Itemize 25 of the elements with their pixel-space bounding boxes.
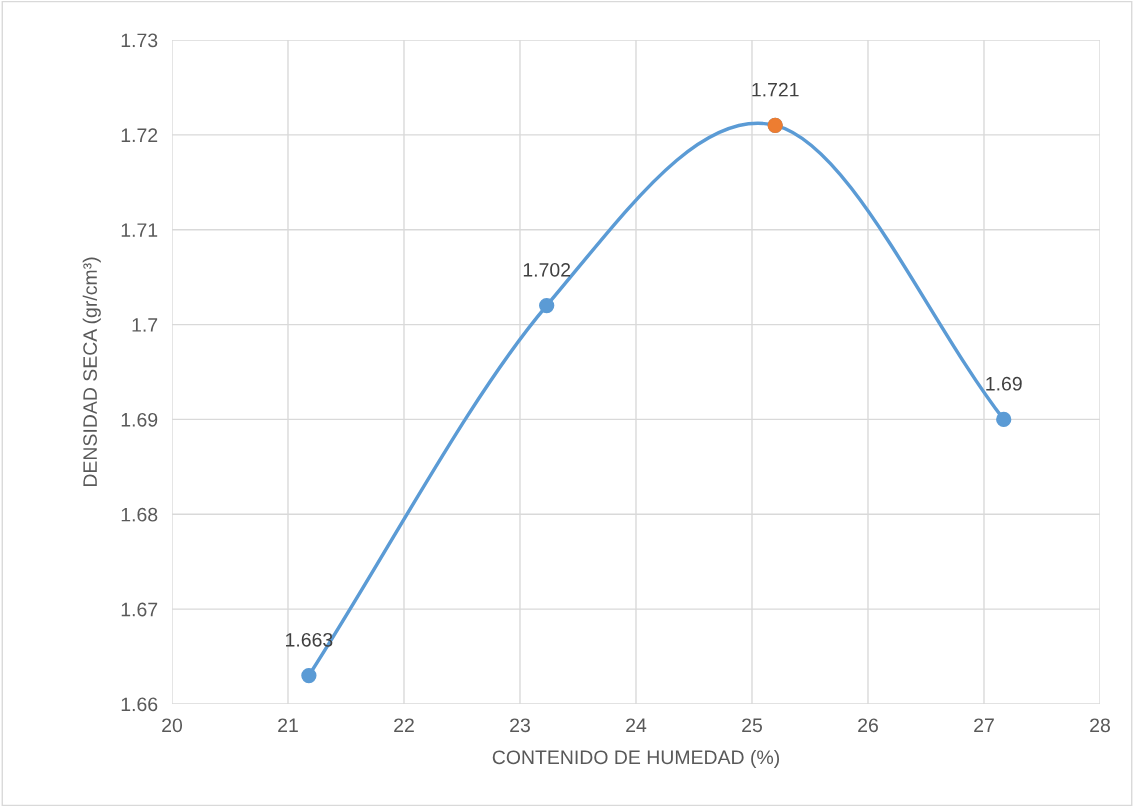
y-tick-label: 1.66 (121, 697, 158, 712)
y-tick-label: 1.72 (121, 128, 158, 142)
x-tick-label: 23 (510, 718, 530, 733)
point (996, 411, 1012, 428)
x-tick-label: 27 (974, 718, 994, 732)
point (539, 297, 555, 314)
y-tick-label: 1.67 (121, 602, 158, 617)
x-tick-label: 28 (1090, 718, 1110, 733)
x-tick-label: 24 (626, 718, 647, 732)
x-tick-label: 22 (394, 718, 414, 732)
data-label: 1.721 (752, 82, 799, 97)
y-tick-label: 1.73 (121, 33, 158, 48)
y-tick-label: 1.71 (121, 223, 158, 237)
x-tick-label: 25 (742, 718, 762, 733)
data-label: 1.702 (523, 262, 571, 277)
x-tick-label: 21 (278, 718, 298, 732)
x-tick-label: 26 (858, 718, 878, 733)
x-tick-label: 20 (162, 718, 183, 733)
x-axis-title: CONTENIDO DE HUMEDAD (%) (492, 749, 780, 769)
y-tick-label: 1.7 (132, 318, 158, 332)
data-label: 1.69 (986, 376, 1022, 391)
point (301, 667, 317, 684)
y-tick-label: 1.69 (121, 412, 158, 427)
y-tick-label: 1.68 (121, 507, 158, 522)
y-axis-title: DENSIDAD SECA (gr/cm³) (82, 257, 101, 487)
